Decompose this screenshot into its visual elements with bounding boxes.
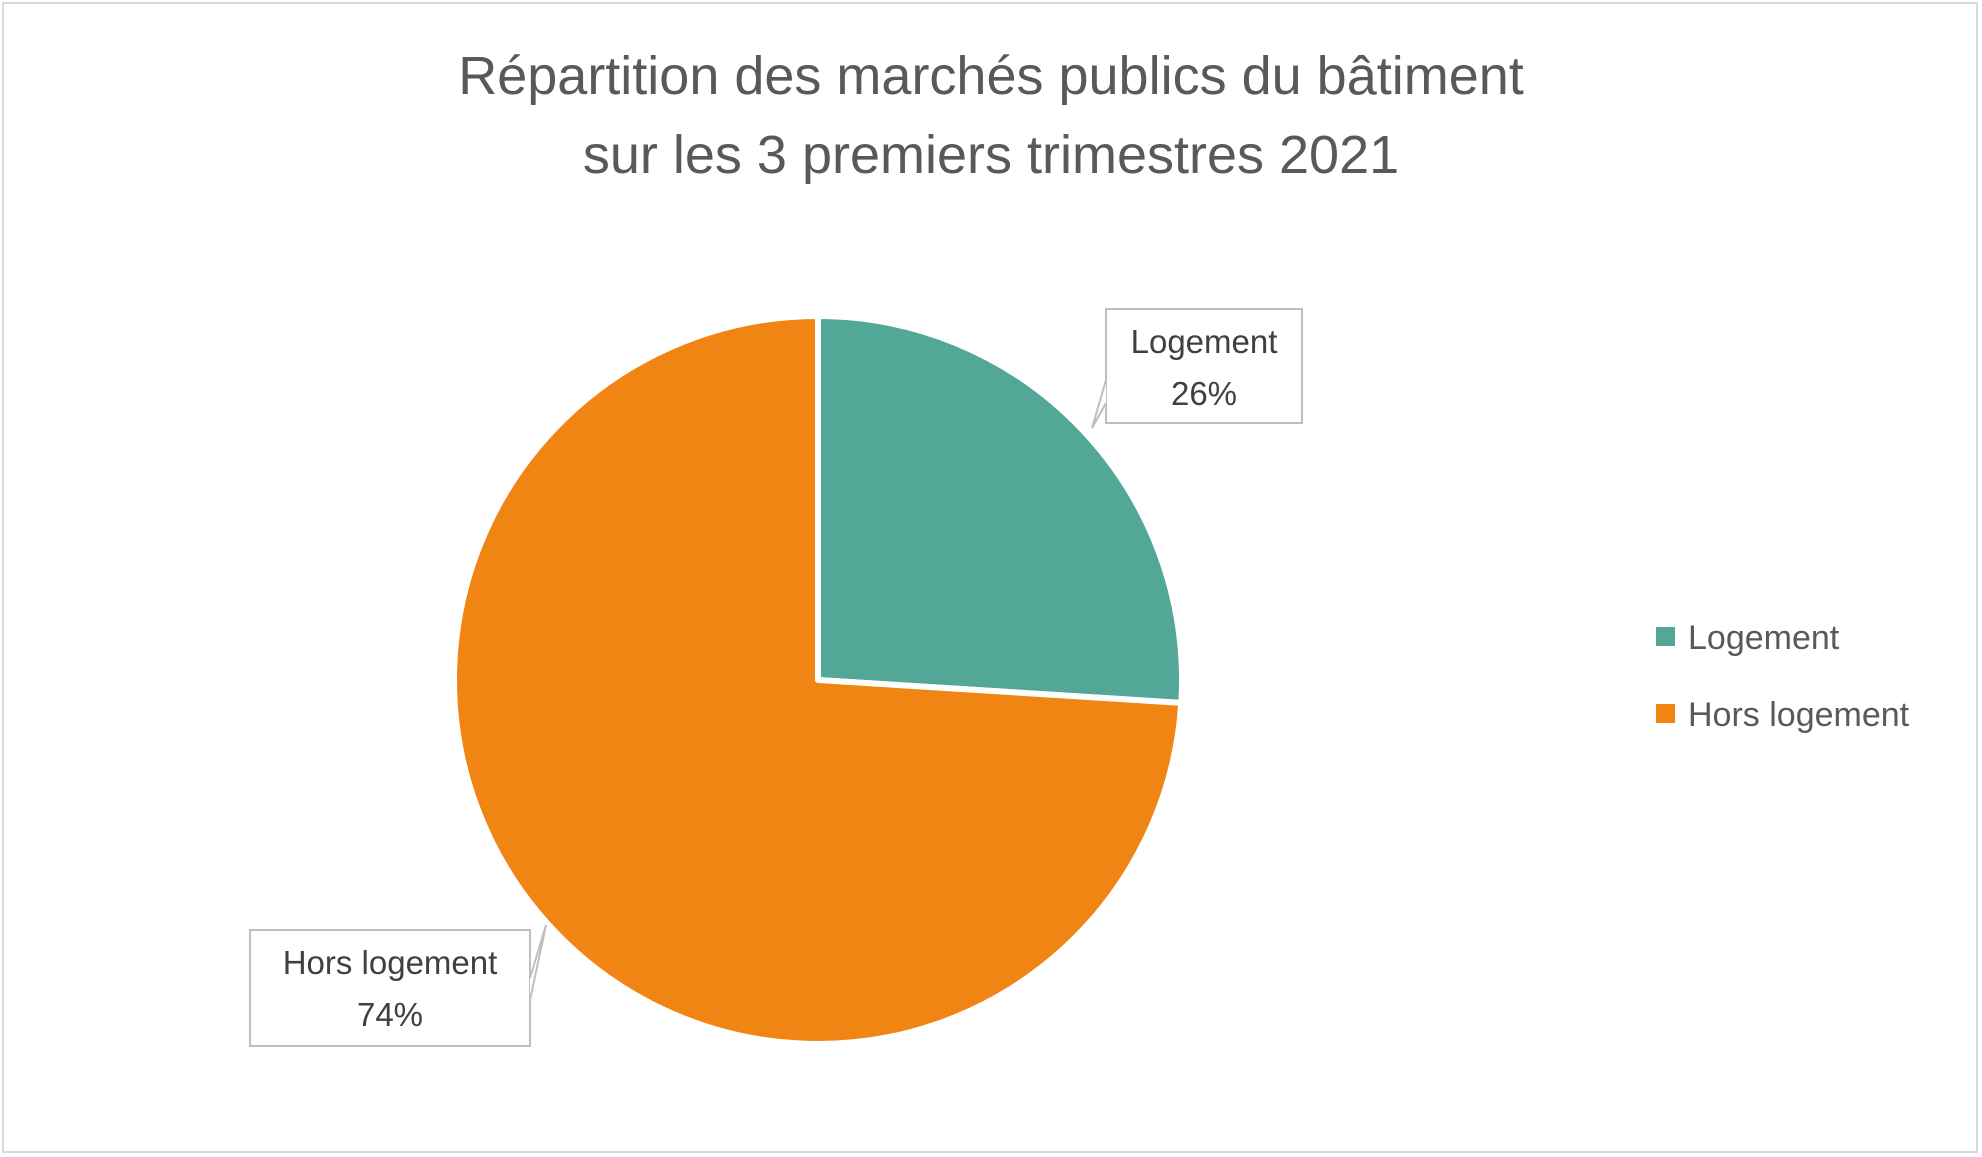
data-label-category: Hors logement xyxy=(283,944,498,981)
legend: Logement Hors logement xyxy=(1656,619,1910,734)
data-label-logement: Logement 26% xyxy=(1091,308,1303,429)
legend-item-hors-logement: Hors logement xyxy=(1656,696,1910,734)
legend-label: Hors logement xyxy=(1688,696,1910,734)
data-label-value: 26% xyxy=(1171,375,1237,412)
data-label-category: Logement xyxy=(1131,323,1278,360)
data-label-hors-logement: Hors logement 74% xyxy=(249,924,547,1047)
legend-label: Logement xyxy=(1688,619,1840,657)
data-label-box xyxy=(249,929,531,1047)
legend-swatch xyxy=(1656,627,1675,646)
pie-slices xyxy=(451,313,1185,1047)
legend-swatch xyxy=(1656,704,1675,723)
chart-subtitle: sur les 3 premiers trimestres 2021 xyxy=(583,125,1399,185)
data-label-pointer xyxy=(529,924,547,1001)
chart-title: Répartition des marchés publics du bâtim… xyxy=(458,46,1524,106)
pie-slice-hors-logement xyxy=(451,313,1185,1047)
pie-slice-logement xyxy=(815,313,1185,706)
data-label-box xyxy=(1105,308,1303,424)
data-label-pointer xyxy=(1091,379,1107,429)
legend-item-logement: Logement xyxy=(1656,619,1840,657)
data-label-callouts: Logement 26% Hors logement 74% xyxy=(249,308,1303,1047)
data-label-value: 74% xyxy=(357,996,423,1033)
